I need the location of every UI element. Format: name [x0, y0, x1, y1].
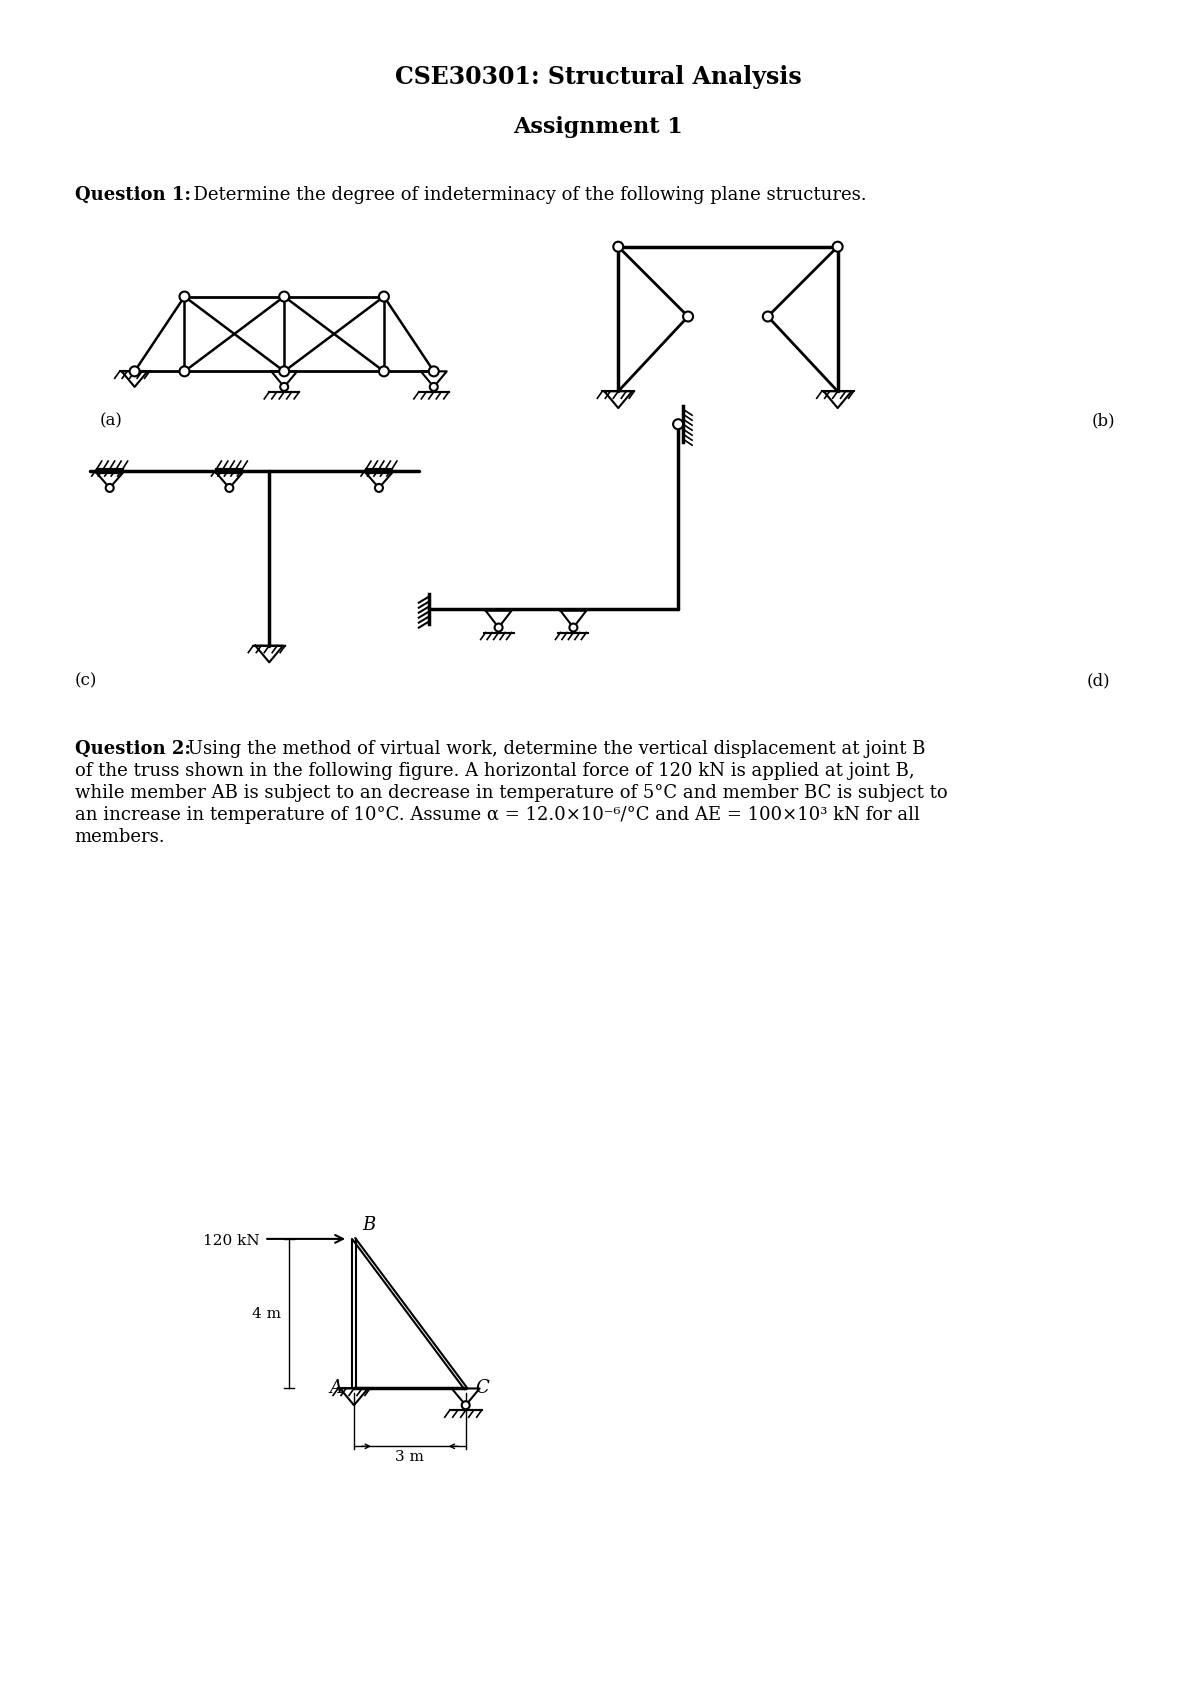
Text: (a): (a)	[100, 413, 122, 430]
Text: Question 1:: Question 1:	[74, 185, 191, 204]
Circle shape	[430, 384, 438, 391]
Text: an increase in temperature of 10°C. Assume α = 12.0×10⁻⁶/°C and AE = 100×10³ kN : an increase in temperature of 10°C. Assu…	[74, 807, 919, 824]
Circle shape	[613, 241, 623, 251]
Text: CSE30301: Structural Analysis: CSE30301: Structural Analysis	[395, 65, 802, 90]
Circle shape	[833, 241, 842, 251]
Text: (d): (d)	[1087, 672, 1110, 689]
Text: (c): (c)	[74, 672, 97, 689]
FancyArrowPatch shape	[361, 1443, 370, 1448]
Circle shape	[673, 419, 683, 430]
Text: A: A	[329, 1379, 342, 1397]
Text: Assignment 1: Assignment 1	[514, 115, 683, 138]
Circle shape	[683, 311, 694, 321]
Circle shape	[462, 1401, 469, 1409]
Circle shape	[280, 367, 289, 377]
Text: Determine the degree of indeterminacy of the following plane structures.: Determine the degree of indeterminacy of…	[182, 185, 868, 204]
Text: 3 m: 3 m	[396, 1450, 425, 1464]
Circle shape	[494, 623, 503, 632]
Text: C: C	[475, 1379, 490, 1397]
Text: Using the method of virtual work, determine the vertical displacement at joint B: Using the method of virtual work, determ…	[182, 740, 926, 759]
Circle shape	[374, 484, 383, 492]
Text: (b): (b)	[1092, 413, 1116, 430]
Circle shape	[130, 367, 139, 377]
Circle shape	[180, 367, 190, 377]
Circle shape	[763, 311, 773, 321]
FancyArrowPatch shape	[268, 1234, 343, 1243]
Circle shape	[106, 484, 114, 492]
Circle shape	[379, 367, 389, 377]
Text: while member AB is subject to an decrease in temperature of 5°C and member BC is: while member AB is subject to an decreas…	[74, 784, 948, 801]
Circle shape	[281, 384, 288, 391]
Text: Question 2:: Question 2:	[74, 740, 191, 759]
Circle shape	[180, 292, 190, 302]
Text: of the truss shown in the following figure. A horizontal force of 120 kN is appl: of the truss shown in the following figu…	[74, 762, 914, 781]
Text: B: B	[362, 1216, 376, 1234]
Circle shape	[226, 484, 233, 492]
FancyArrowPatch shape	[450, 1443, 458, 1448]
Circle shape	[428, 367, 439, 377]
Text: 4 m: 4 m	[252, 1307, 281, 1321]
Circle shape	[280, 292, 289, 302]
Text: members.: members.	[74, 829, 166, 846]
Text: 120 kN: 120 kN	[203, 1234, 259, 1248]
Circle shape	[379, 292, 389, 302]
Circle shape	[569, 623, 577, 632]
